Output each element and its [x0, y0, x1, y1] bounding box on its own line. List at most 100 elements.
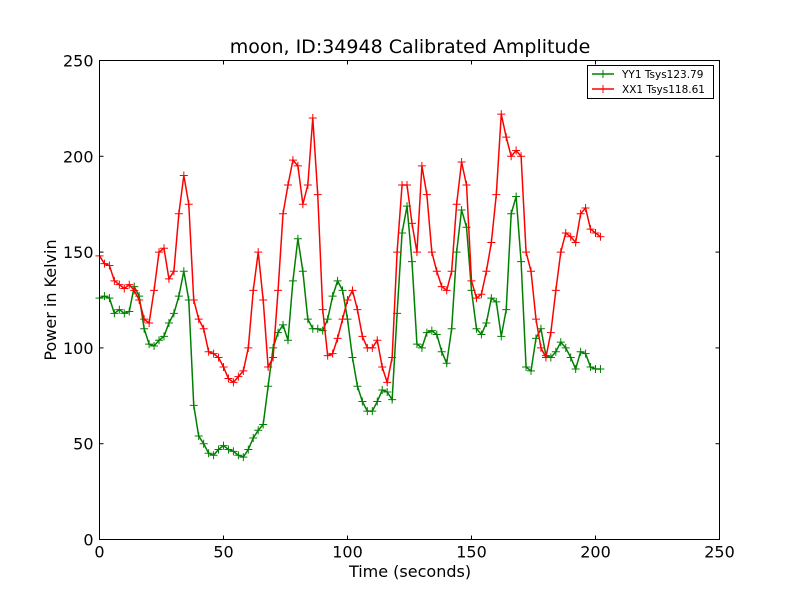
data-point	[492, 297, 501, 306]
data-point	[512, 192, 521, 201]
data-point	[373, 397, 382, 406]
data-point	[303, 315, 312, 324]
data-point	[427, 326, 436, 335]
data-point	[348, 286, 357, 295]
data-point	[155, 248, 164, 257]
data-point	[110, 276, 119, 285]
data-point	[358, 332, 367, 341]
data-point	[105, 261, 114, 270]
data-point	[209, 451, 218, 460]
data-point	[189, 296, 198, 304]
data-point	[194, 315, 203, 324]
data-point	[551, 347, 560, 356]
data-point	[571, 364, 580, 373]
data-point	[383, 378, 392, 387]
data-point	[586, 363, 595, 372]
data-point	[224, 445, 233, 454]
data-point	[303, 181, 312, 190]
data-point	[383, 387, 392, 396]
data-point	[155, 336, 164, 345]
data-point	[269, 353, 278, 362]
x-tick-label: 50	[213, 543, 233, 562]
data-point	[407, 219, 416, 228]
data-point	[527, 366, 536, 375]
data-point	[234, 451, 243, 460]
data-point	[199, 439, 208, 448]
legend: YY1 Tsys123.79 XX1 Tsys118.61	[587, 65, 714, 99]
data-point	[174, 292, 183, 301]
data-point	[169, 309, 178, 318]
data-point	[512, 146, 521, 155]
data-point	[338, 286, 347, 295]
data-point	[249, 286, 258, 295]
data-point	[497, 110, 506, 119]
data-point	[502, 133, 511, 142]
data-point	[274, 286, 283, 295]
data-point	[378, 386, 387, 395]
data-point	[204, 347, 213, 356]
data-point	[105, 294, 114, 303]
legend-marker	[599, 85, 607, 93]
data-point	[264, 382, 273, 391]
data-point	[298, 267, 307, 276]
data-point	[328, 349, 337, 358]
data-point	[561, 343, 570, 352]
data-point	[422, 328, 431, 337]
series-layer	[95, 110, 605, 462]
data-point	[283, 336, 292, 345]
x-tick-label: 200	[580, 543, 611, 562]
data-point	[437, 347, 446, 356]
data-point	[388, 353, 397, 362]
data-point	[417, 343, 426, 352]
data-point	[328, 292, 337, 301]
data-point	[174, 209, 183, 218]
data-point	[293, 161, 302, 170]
data-point	[150, 341, 159, 350]
data-point	[179, 171, 188, 180]
data-point	[100, 259, 109, 268]
y-tick-label: 50	[73, 435, 93, 454]
data-point	[422, 190, 431, 199]
data-point	[522, 363, 531, 372]
data-point	[338, 315, 347, 324]
data-point	[145, 318, 154, 327]
data-point	[596, 232, 605, 241]
tick-layer: 0 50 100 150 200 250 0 50 100 150 200 250	[63, 52, 735, 562]
data-point	[333, 276, 342, 285]
data-point	[378, 363, 387, 372]
data-point	[576, 347, 585, 356]
data-point	[244, 445, 253, 454]
data-point	[343, 296, 352, 304]
data-point	[353, 382, 362, 391]
legend-box	[587, 65, 714, 99]
data-point	[224, 374, 233, 383]
data-point	[417, 161, 426, 170]
data-point	[259, 420, 268, 429]
x-axis-label: Time (seconds)	[348, 562, 471, 581]
data-point	[214, 353, 223, 362]
data-point	[467, 276, 476, 285]
data-point	[561, 228, 570, 237]
data-point	[135, 296, 144, 304]
data-point	[244, 343, 253, 352]
data-point	[566, 232, 575, 241]
data-point	[487, 294, 496, 303]
data-point	[507, 209, 516, 218]
data-point	[125, 307, 134, 316]
data-point	[393, 248, 402, 257]
data-point	[487, 238, 496, 247]
data-point	[140, 324, 149, 333]
y-axis-label: Power in Kelvin	[41, 239, 60, 360]
data-point	[368, 343, 377, 352]
data-point	[249, 433, 258, 442]
data-point	[551, 286, 560, 295]
data-point	[318, 305, 327, 314]
data-point	[531, 315, 540, 324]
data-point	[586, 225, 595, 234]
data-point	[259, 296, 268, 304]
data-point	[239, 366, 248, 375]
y-tick-label: 250	[63, 52, 94, 71]
data-point	[204, 449, 213, 458]
data-point	[403, 181, 412, 190]
